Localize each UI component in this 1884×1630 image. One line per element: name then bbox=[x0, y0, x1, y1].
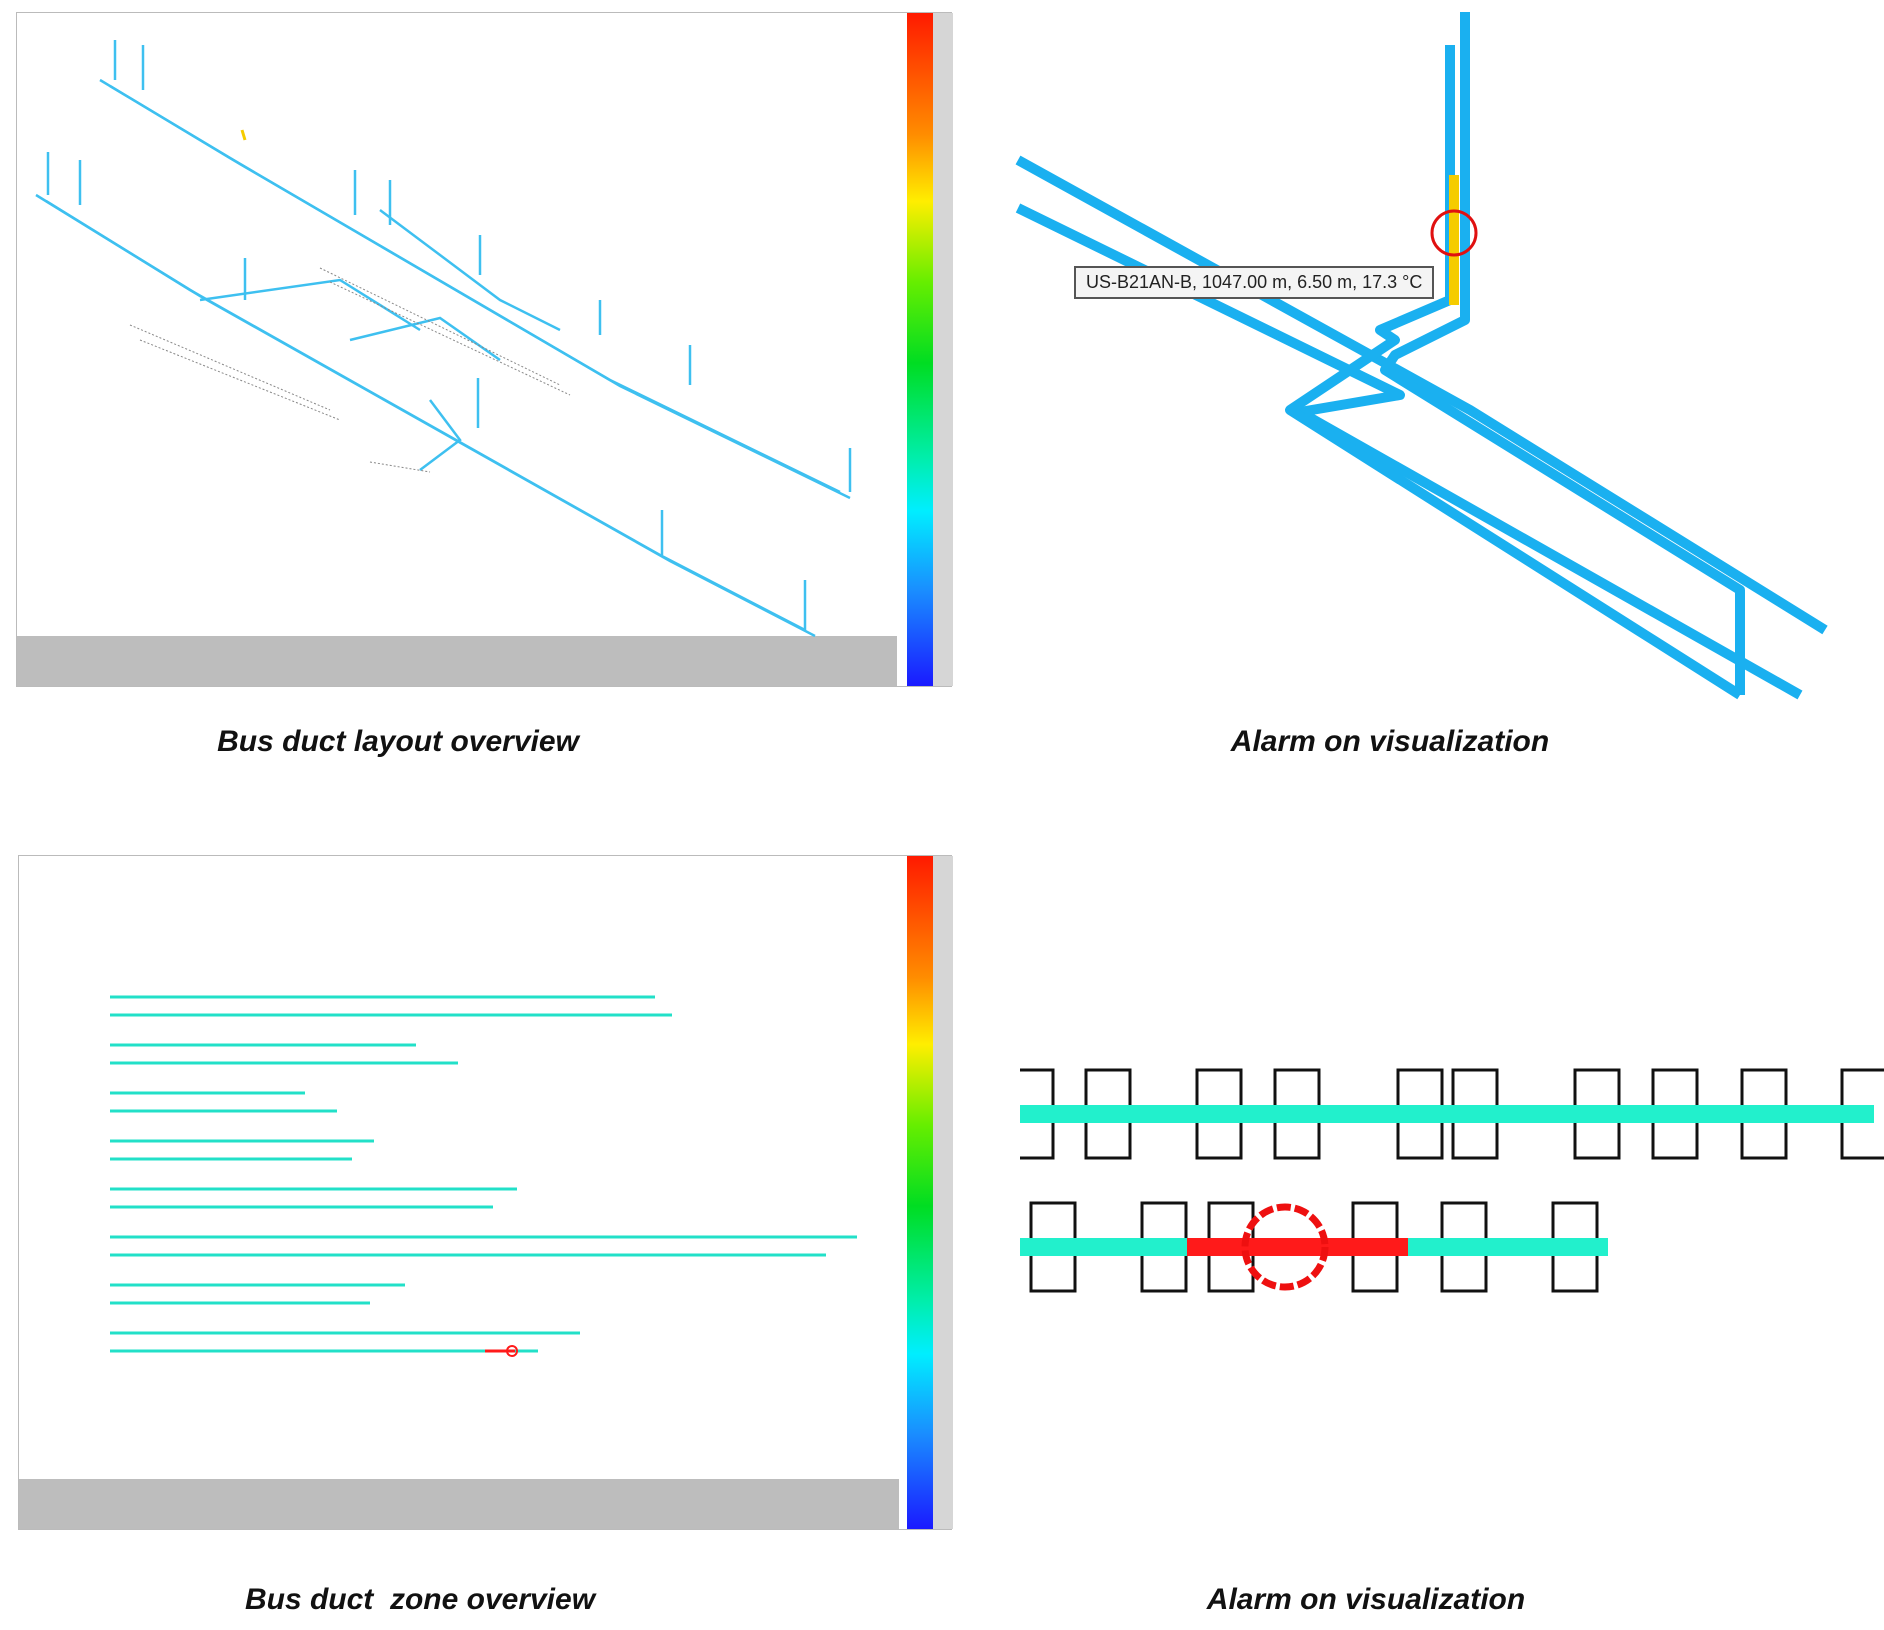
caption-zone-overview: Bus duct zone overview bbox=[244, 1583, 596, 1616]
zone-overview-panel[interactable] bbox=[18, 855, 953, 1530]
zone-boxes bbox=[1020, 1068, 1884, 1293]
warning-segment bbox=[240, 129, 247, 141]
status-bar bbox=[17, 636, 897, 686]
colorbar-scale bbox=[933, 856, 953, 1529]
alarm-tooltip: US-B21AN-B, 1047.00 m, 6.50 m, 17.3 °C bbox=[1074, 266, 1435, 299]
temperature-colorbar bbox=[907, 856, 933, 1529]
alarm-marker bbox=[506, 1345, 518, 1357]
status-bar bbox=[19, 1479, 899, 1529]
caption-layout-overview: Bus duct layout overview bbox=[217, 725, 579, 758]
zone-rows bbox=[110, 995, 857, 1353]
alarm-marker bbox=[1430, 209, 1478, 257]
colorbar-scale bbox=[933, 13, 953, 686]
bus-duct-layout bbox=[35, 40, 852, 638]
caption-alarm-visualization-top: Alarm on visualization bbox=[1230, 725, 1550, 758]
device-labels bbox=[130, 325, 310, 385]
alarm-marker bbox=[1241, 1203, 1329, 1291]
alarm-duct-closeup bbox=[1015, 12, 1828, 700]
caption-alarm-visualization-bottom: Alarm on visualization bbox=[1206, 1583, 1526, 1616]
temperature-colorbar bbox=[907, 13, 933, 686]
